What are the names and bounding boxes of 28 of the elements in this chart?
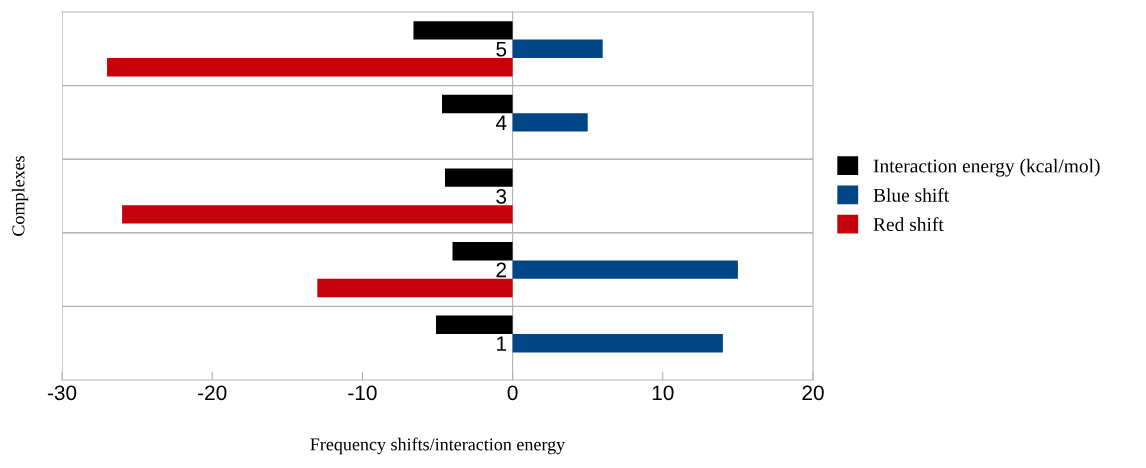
legend-label: Blue shift	[873, 187, 950, 202]
bar	[122, 205, 513, 224]
bar	[413, 21, 513, 40]
bar	[452, 242, 513, 261]
legend-label: Interaction energy (kcal/mol)	[873, 158, 1100, 177]
x-tick-label: -30	[47, 385, 77, 401]
bar	[512, 334, 723, 353]
bar	[317, 278, 513, 298]
y-axis-title: Complexes	[11, 156, 29, 236]
bar	[436, 315, 513, 334]
bar	[512, 113, 588, 132]
x-tick-label: 0	[507, 385, 518, 401]
legend-label: Red shift	[873, 217, 944, 232]
y-tick-label: 1	[497, 336, 507, 351]
bar	[512, 39, 603, 58]
y-tick-label: 3	[496, 189, 507, 204]
y-tick-label: 5	[496, 42, 507, 57]
y-tick-label: 2	[496, 262, 506, 278]
bar	[442, 94, 513, 114]
x-tick-label: -10	[348, 385, 377, 401]
bar	[512, 260, 738, 279]
bar	[445, 168, 513, 187]
bar	[107, 58, 513, 77]
x-tick-label: 10	[652, 385, 674, 401]
y-tick-label: 4	[495, 115, 507, 130]
x-tick-label: -20	[198, 385, 227, 401]
x-tick-label: 20	[802, 385, 824, 401]
x-axis-title: Frequency shifts/interaction energy	[310, 437, 566, 455]
